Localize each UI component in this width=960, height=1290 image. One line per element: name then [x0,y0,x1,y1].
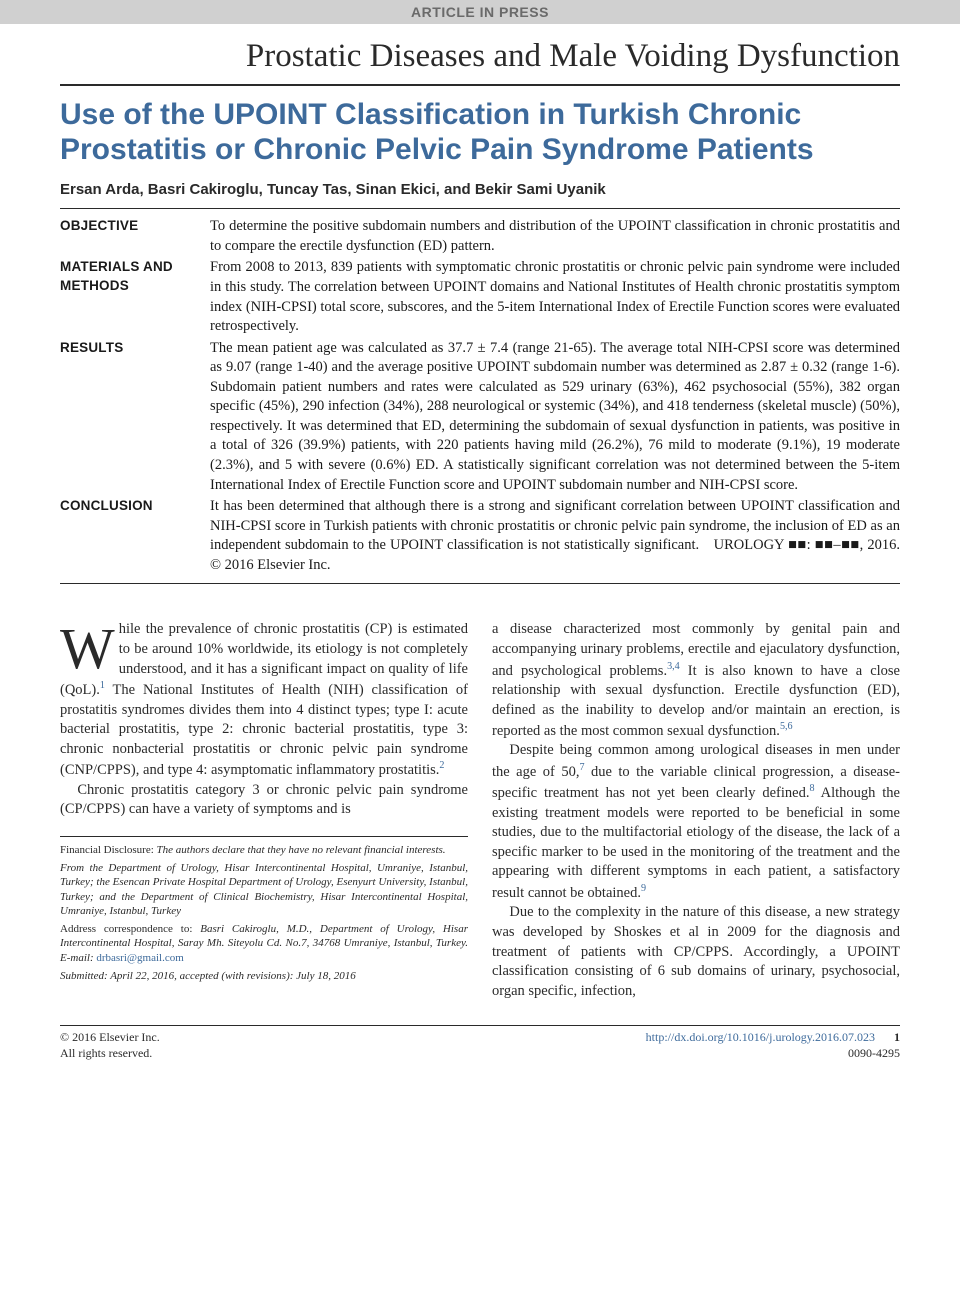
footnote-correspondence: Address correspondence to: Basri Cakirog… [60,922,468,965]
abstract-methods-text: From 2008 to 2013, 839 patients with sym… [210,258,900,336]
body-paragraph: Chronic prostatitis category 3 or chroni… [60,781,468,820]
authors-line: Ersan Arda, Basri Cakiroglu, Tuncay Tas,… [0,177,960,208]
body-text: The National Institutes of Health (NIH) … [60,682,468,778]
footer-right: http://dx.doi.org/10.1016/j.urology.2016… [646,1030,900,1061]
page-number: 1 [894,1030,900,1046]
body-text: Due to the complexity in the nature of t… [492,904,900,998]
doi-link[interactable]: http://dx.doi.org/10.1016/j.urology.2016… [646,1030,875,1044]
footnote-affiliations: From the Department of Urology, Hisar In… [60,861,468,918]
column-right: a disease characterized most commonly by… [492,620,900,1001]
article-title: Use of the UPOINT Classification in Turk… [0,86,960,177]
body-paragraph: While the prevalence of chronic prostati… [60,620,468,780]
footnotes-block: Financial Disclosure: The authors declar… [60,836,468,984]
abstract-objective-row: OBJECTIVE To determine the positive subd… [60,217,900,256]
cite-ref[interactable]: 2 [439,760,444,771]
abstract-conclusion-row: CONCLUSION It has been determined that a… [60,497,900,575]
cite-ref[interactable]: 9 [641,883,646,894]
footnote-disclosure: Financial Disclosure: The authors declar… [60,843,468,857]
abstract-methods-row: MATERIALS AND METHODS From 2008 to 2013,… [60,258,900,336]
issn-line: 0090-4295 [646,1046,900,1062]
footnote-dates: Submitted: April 22, 2016, accepted (wit… [60,969,468,983]
body-paragraph: a disease characterized most commonly by… [492,620,900,741]
rights-line: All rights reserved. [60,1046,160,1062]
abstract-conclusion-text: It has been determined that although the… [210,497,900,575]
footnote-text: The authors declare that they have no re… [154,844,446,856]
abstract-conclusion-label: CONCLUSION [60,497,210,575]
abstract-results-text: The mean patient age was calculated as 3… [210,339,900,496]
body-two-column: While the prevalence of chronic prostati… [0,584,960,1021]
abstract-results-label: RESULTS [60,339,210,496]
abstract-objective-label: OBJECTIVE [60,217,210,256]
body-paragraph: Despite being common among urological di… [492,741,900,903]
article-in-press-banner: ARTICLE IN PRESS [0,0,960,24]
footer-left: © 2016 Elsevier Inc. All rights reserved… [60,1030,160,1061]
cite-ref[interactable]: 5,6 [780,721,793,732]
body-paragraph: Due to the complexity in the nature of t… [492,903,900,1001]
body-text: Chronic prostatitis category 3 or chroni… [60,782,468,818]
dropcap-letter: W [60,620,119,673]
abstract-objective-text: To determine the positive subdomain numb… [210,217,900,256]
column-left: While the prevalence of chronic prostati… [60,620,468,1001]
footnote-label: Financial Disclosure: [60,844,154,856]
email-link[interactable]: drbasri@gmail.com [96,952,183,964]
footnote-label: Address correspondence to: [60,923,192,935]
page-footer: © 2016 Elsevier Inc. All rights reserved… [60,1025,900,1081]
cite-ref[interactable]: 3,4 [667,661,680,672]
abstract-results-row: RESULTS The mean patient age was calcula… [60,339,900,496]
abstract-methods-label: MATERIALS AND METHODS [60,258,210,336]
body-text: Although the existing treatment models w… [492,785,900,901]
copyright-line: © 2016 Elsevier Inc. [60,1030,160,1046]
section-header: Prostatic Diseases and Male Voiding Dysf… [0,24,960,84]
abstract-block: OBJECTIVE To determine the positive subd… [0,209,960,583]
